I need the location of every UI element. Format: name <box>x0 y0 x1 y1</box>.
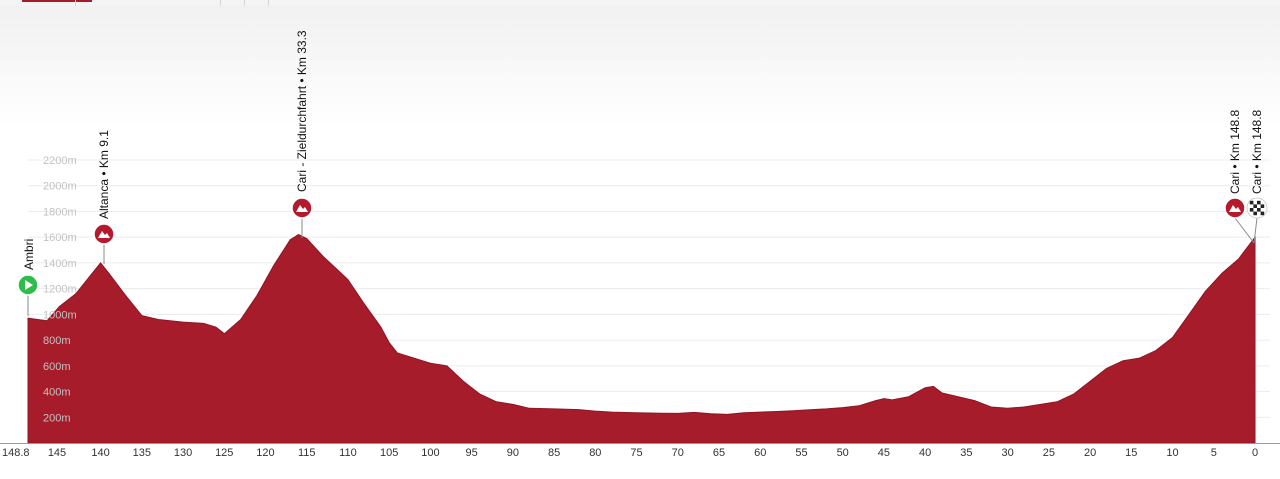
checker-square <box>1260 211 1265 216</box>
y-tick-label: 2200m <box>43 155 77 167</box>
x-tick-label: 55 <box>795 447 807 459</box>
x-tick-label: 80 <box>589 447 601 459</box>
y-axis-labels: 200m 400m 600m 800m 1000m 1200m 1400m 1600m 1800… <box>43 155 77 424</box>
active-tab-indicator <box>22 0 92 2</box>
y-tick-label: 1200m <box>43 284 77 296</box>
y-tick-label: 1000m <box>43 309 77 321</box>
x-tick-label: 30 <box>1001 447 1013 459</box>
y-tick-label: 1600m <box>43 232 77 244</box>
y-tick-label: 200m <box>43 412 71 424</box>
climb-icon <box>1224 197 1246 219</box>
checker-square <box>1249 200 1254 205</box>
checker-square <box>1257 200 1261 205</box>
checker-square <box>1253 211 1257 216</box>
mountain-glyph <box>1229 205 1241 212</box>
x-tick-label: 95 <box>466 447 478 459</box>
climb-icon <box>291 197 313 219</box>
checker-square <box>1260 204 1265 208</box>
x-tick-label: 60 <box>754 447 766 459</box>
x-tick-label: 105 <box>380 447 398 459</box>
x-tick-label: 115 <box>298 447 316 459</box>
start-icon <box>17 274 39 296</box>
x-tick-label: 120 <box>256 447 274 459</box>
y-tick-label: 400m <box>43 387 71 399</box>
x-tick-label: 125 <box>215 447 233 459</box>
y-tick-label: 1800m <box>43 206 77 218</box>
x-tick-label: 25 <box>1043 447 1055 459</box>
toolbar-divider <box>220 0 221 6</box>
marker-leader-line <box>1234 217 1255 244</box>
chart-background <box>0 6 1280 126</box>
toolbar-divider <box>75 0 76 6</box>
x-tick-label: 65 <box>713 447 725 459</box>
y-tick-label: 800m <box>43 335 71 347</box>
x-tick-label: 20 <box>1084 447 1096 459</box>
x-tick-label: 90 <box>507 447 519 459</box>
finish-icon <box>1246 197 1268 219</box>
x-tick-label: 140 <box>91 447 109 459</box>
x-tick-label: 5 <box>1211 447 1217 459</box>
toolbar-divider <box>244 0 245 6</box>
marker-label: Altanca • Km 9.1 <box>97 130 111 219</box>
x-tick-label: 70 <box>672 447 684 459</box>
x-tick-label: 45 <box>878 447 890 459</box>
y-tick-label: 2000m <box>43 181 77 193</box>
marker-label: Cari • Km 148.8 <box>1228 109 1242 194</box>
x-tick-label: 110 <box>339 447 357 459</box>
mountain-glyph <box>296 205 308 212</box>
marker-leader-line <box>1253 217 1258 244</box>
climb-icon <box>93 223 115 245</box>
y-tick-label: 600m <box>43 361 71 373</box>
x-tick-label: 35 <box>960 447 972 459</box>
checker-square <box>1257 208 1261 212</box>
x-tick-label: 85 <box>548 447 560 459</box>
x-tick-label: 75 <box>630 447 642 459</box>
y-tick-label: 1400m <box>43 258 77 270</box>
x-tick-label: 15 <box>1125 447 1137 459</box>
toolbar-divider <box>268 0 269 6</box>
elevation-area <box>0 234 1280 444</box>
x-axis-labels: 148.8 145 140 135 130 125 120 115 110 105 100 95 90 8… <box>2 447 1258 459</box>
x-tick-label: 0 <box>1252 447 1258 459</box>
elevation-series <box>27 234 1256 444</box>
marker-label: Ambri <box>22 239 36 270</box>
x-tick-label: 100 <box>421 447 439 459</box>
mountain-glyph <box>98 231 110 238</box>
checker-square <box>1249 208 1254 212</box>
marker-label: Cari - Zieldurchfahrt • Km 33.3 <box>295 30 309 192</box>
checker-square <box>1253 204 1257 208</box>
x-tick-label: 145 <box>48 447 66 459</box>
marker-label: Cari • Km 148.8 <box>1250 109 1264 194</box>
x-tick-label: 50 <box>837 447 849 459</box>
x-tick-label: 135 <box>133 447 151 459</box>
x-tick-label: 148.8 <box>2 447 30 459</box>
route-markers: Ambri Altanca • Km 9.1 Cari - Zieldurchfah… <box>17 30 1268 316</box>
top-toolbar-strip <box>0 0 1280 6</box>
x-tick-label: 10 <box>1166 447 1178 459</box>
x-tick-label: 130 <box>174 447 192 459</box>
play-glyph <box>25 280 33 290</box>
x-tick-label: 40 <box>919 447 931 459</box>
